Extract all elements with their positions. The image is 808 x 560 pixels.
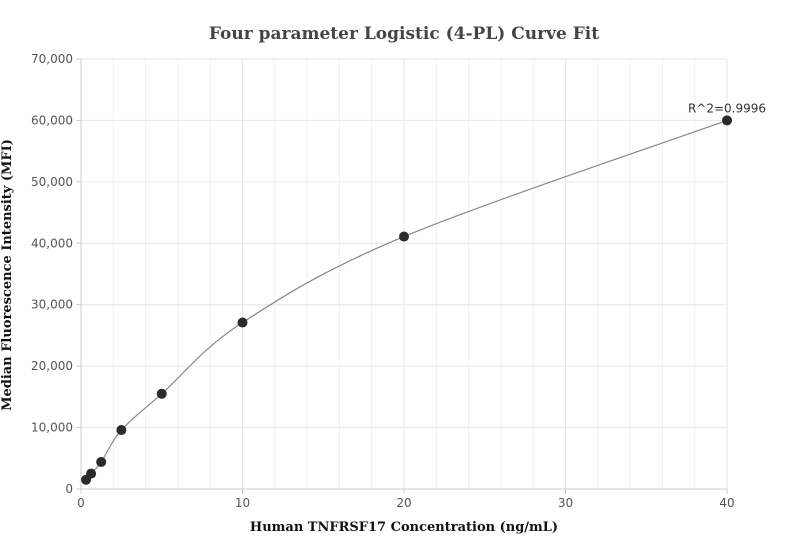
y-tick-label: 50,000: [31, 175, 73, 189]
y-tick-label: 20,000: [31, 359, 73, 373]
x-tick-label: 40: [719, 496, 734, 510]
data-points: [81, 115, 732, 485]
chart-title: Four parameter Logistic (4-PL) Curve Fit: [209, 24, 599, 44]
data-point: [96, 456, 107, 467]
data-point: [722, 115, 732, 126]
y-axis-title: Median Fluorescence Intensity (MFI): [0, 139, 15, 411]
r-squared-annotation: R^2=0.9996: [688, 101, 766, 115]
data-point: [156, 388, 167, 399]
x-axis-title: Human TNFRSF17 Concentration (ng/mL): [250, 520, 558, 535]
data-point: [237, 317, 248, 328]
x-tick-label: 30: [558, 496, 573, 510]
gridlines: [80, 58, 728, 490]
x-tick-label: 20: [396, 496, 411, 510]
y-tick-label: 40,000: [31, 236, 73, 250]
fit-curve: [85, 119, 728, 481]
data-point: [399, 231, 409, 242]
y-tick-label: 10,000: [31, 421, 73, 435]
y-tick-label: 70,000: [31, 52, 73, 66]
data-point: [86, 468, 97, 479]
y-tick-label: 0: [65, 482, 73, 496]
axes: [76, 58, 728, 494]
x-tick-labels: 0 10 20 30 40: [77, 496, 734, 510]
x-tick-label: 10: [235, 496, 250, 510]
y-tick-labels: 0 10,000 20,000 30,000 40,000 50,000 60,000 70,…: [31, 52, 73, 496]
y-tick-label: 30,000: [31, 298, 73, 312]
data-point: [116, 425, 127, 436]
x-tick-label: 0: [77, 496, 85, 510]
y-tick-label: 60,000: [31, 113, 73, 127]
